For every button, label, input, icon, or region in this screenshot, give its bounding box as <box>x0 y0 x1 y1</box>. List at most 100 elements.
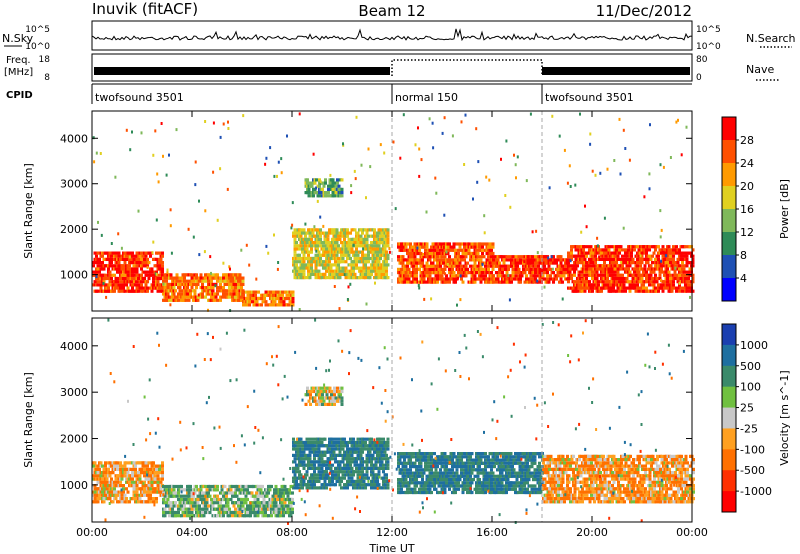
heatmap-cell <box>134 474 137 478</box>
heatmap-cell <box>222 514 225 518</box>
heatmap-cell <box>684 251 687 255</box>
heatmap-cell <box>529 261 533 265</box>
heatmap-cell <box>361 231 364 235</box>
heatmap-cell <box>386 228 390 232</box>
heatmap-cell <box>325 194 329 198</box>
heatmap-cell <box>318 178 321 182</box>
heatmap-speckle <box>529 112 532 116</box>
heatmap-cell <box>332 247 336 251</box>
heatmap-cell <box>654 248 657 252</box>
heatmap-speckle <box>598 255 601 259</box>
heatmap-cell <box>219 504 222 508</box>
heatmap-cell <box>228 491 231 495</box>
heatmap-cell <box>116 480 119 484</box>
heatmap-cell <box>288 501 291 505</box>
heatmap-cell <box>625 276 629 281</box>
heatmap-cell <box>353 228 357 232</box>
heatmap-cell <box>232 504 236 508</box>
heatmap-speckle <box>160 122 163 125</box>
heatmap-cell <box>283 501 287 505</box>
heatmap-speckle <box>99 277 102 281</box>
heatmap-cell <box>119 289 122 293</box>
heatmap-cell <box>491 251 495 256</box>
heatmap-cell <box>458 242 462 246</box>
heatmap-cell <box>484 274 487 278</box>
heatmap-cell <box>406 264 409 268</box>
heatmap-cell <box>407 251 411 256</box>
heatmap-cell <box>92 273 95 277</box>
heatmap-cell <box>161 261 164 265</box>
heatmap-cell <box>654 273 657 277</box>
heatmap-cell <box>163 276 167 280</box>
heatmap-cell <box>248 303 251 307</box>
heatmap-cell <box>451 274 454 278</box>
heatmap-cell <box>397 258 400 262</box>
heatmap-speckle <box>416 246 419 250</box>
heatmap-speckle <box>95 275 98 279</box>
heatmap-cell <box>648 254 651 258</box>
heatmap-cell <box>422 245 426 249</box>
heatmap-cell <box>155 467 158 471</box>
heatmap-cell <box>308 453 312 457</box>
heatmap-cell <box>313 444 316 448</box>
heatmap-cell <box>256 497 260 502</box>
heatmap-cell <box>177 510 180 515</box>
heatmap-cell <box>682 286 686 290</box>
heatmap-cell <box>201 292 204 296</box>
heatmap-cell <box>463 242 466 246</box>
heatmap-cell <box>308 276 312 280</box>
heatmap-cell <box>371 260 375 264</box>
heatmap-speckle <box>194 160 197 164</box>
heatmap-cell <box>340 187 344 191</box>
heatmap-cell <box>329 466 333 470</box>
heatmap-cell <box>113 490 116 494</box>
heatmap-cell <box>201 510 204 515</box>
heatmap-cell <box>235 276 239 280</box>
heatmap-cell <box>621 289 624 293</box>
heatmap-cell <box>187 510 191 515</box>
heatmap-cell <box>488 261 492 265</box>
heatmap-cell <box>195 484 198 489</box>
freq-unit: [MHz] <box>4 67 33 78</box>
heatmap-cell <box>325 231 328 235</box>
heatmap-cell <box>104 273 107 277</box>
heatmap-cell <box>110 276 113 281</box>
heatmap-cell <box>415 274 418 278</box>
heatmap-speckle <box>204 209 207 213</box>
heatmap-cell <box>108 270 112 274</box>
heatmap-cell <box>238 276 242 280</box>
heatmap-cell <box>412 245 415 249</box>
heatmap-cell <box>178 282 182 286</box>
heatmap-cell <box>305 470 309 474</box>
heatmap-cell <box>356 231 360 235</box>
heatmap-cell <box>618 251 621 255</box>
heatmap-cell <box>199 273 203 277</box>
heatmap-cell <box>332 253 336 257</box>
heatmap-cell <box>302 263 306 267</box>
heatmap-cell <box>472 258 475 262</box>
heatmap-speckle <box>286 134 288 138</box>
heatmap-cell <box>143 276 146 281</box>
heatmap-cell <box>588 270 591 274</box>
heatmap-speckle <box>276 267 279 271</box>
heatmap-cell <box>609 270 612 274</box>
heatmap-cell <box>128 264 131 268</box>
heatmap-speckle <box>477 160 480 164</box>
heatmap-cell <box>195 286 198 290</box>
heatmap-cell <box>280 501 284 505</box>
heatmap-cell <box>187 491 191 495</box>
heatmap-cell <box>161 264 164 268</box>
heatmap-cell <box>120 464 124 468</box>
heatmap-cell <box>367 260 370 264</box>
heatmap-cell <box>386 256 390 261</box>
heatmap-cell <box>232 298 236 302</box>
heatmap-cell <box>685 254 689 258</box>
heatmap-cell <box>313 440 316 445</box>
heatmap-cell <box>140 286 143 290</box>
heatmap-speckle <box>585 225 588 229</box>
colorbar-swatch <box>722 209 736 233</box>
heatmap-cell <box>640 267 644 271</box>
heatmap-cell <box>301 231 304 235</box>
heatmap-cell <box>93 484 97 488</box>
heatmap-cell <box>434 271 438 275</box>
